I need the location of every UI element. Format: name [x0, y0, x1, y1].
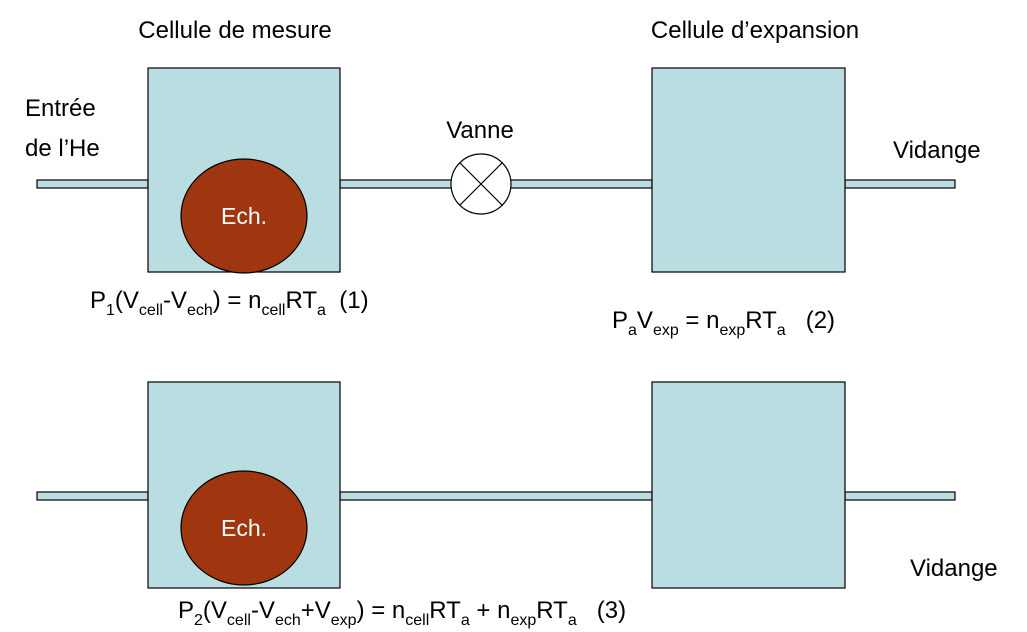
sample-label: Ech.: [221, 203, 267, 229]
subscript: exp: [331, 612, 357, 629]
equation-text: -V: [251, 597, 275, 624]
subscript: a: [568, 612, 577, 629]
equation: P2(Vcell-Vech+Vexp) = ncellRTa + nexpRTa…: [178, 597, 626, 629]
subscript: ech: [187, 302, 213, 319]
valve-label: Vanne: [446, 117, 514, 144]
equation-text: -V: [163, 287, 187, 314]
valve: [450, 153, 512, 215]
subscript: cell: [139, 302, 163, 319]
equation-text: ) = n: [213, 287, 262, 314]
pipe: [844, 179, 956, 189]
inlet-label: Entrée: [25, 95, 96, 122]
expansion-cell-title: Cellule d’expansion: [651, 17, 859, 44]
equation-text: (V: [115, 287, 139, 314]
subscript: exp: [510, 612, 536, 629]
drain-label: Vidange: [910, 555, 998, 582]
equation-text: RT: [429, 597, 461, 624]
equation-text: (2): [786, 307, 835, 334]
equation: PaVexp = nexpRTa (2): [612, 307, 835, 339]
equation-text: RT: [536, 597, 568, 624]
subscript: cell: [227, 612, 251, 629]
pipe: [36, 491, 149, 501]
equation-text: +V: [301, 597, 331, 624]
subscript: a: [461, 612, 470, 629]
equation-text: V: [637, 307, 653, 334]
inlet-label: de l’He: [25, 135, 100, 162]
equation-text: RT: [745, 307, 777, 334]
equation-text: P: [612, 307, 628, 334]
subscript: exp: [653, 322, 679, 339]
sample-label: Ech.: [221, 515, 267, 541]
expansion-cell: [651, 67, 846, 273]
equation-text: (1): [326, 287, 369, 314]
equation-text: (3): [577, 597, 626, 624]
subscript: exp: [719, 322, 745, 339]
pipe: [339, 491, 653, 501]
subscript: a: [777, 322, 786, 339]
pipe: [844, 491, 956, 501]
equation-text: ) = n: [357, 597, 406, 624]
equation-text: (V: [203, 597, 227, 624]
equation-text: + n: [470, 597, 511, 624]
equation-text: RT: [285, 287, 317, 314]
subscript: cell: [261, 302, 285, 319]
sample: [180, 470, 308, 586]
drain-label: Vidange: [893, 137, 981, 164]
subscript: ech: [275, 612, 301, 629]
equation: P1(Vcell-Vech) = ncellRTa (1): [90, 287, 369, 319]
pipe: [36, 179, 149, 189]
sample: [180, 158, 308, 274]
subscript: a: [628, 322, 637, 339]
subscript: cell: [405, 612, 429, 629]
subscript: a: [317, 302, 326, 319]
equation-text: = n: [679, 307, 720, 334]
subscript: 1: [106, 302, 115, 319]
equation-text: P: [90, 287, 106, 314]
expansion-cell: [651, 381, 846, 589]
measure-cell-title: Cellule de mesure: [138, 17, 331, 44]
equation-text: P: [178, 597, 194, 624]
subscript: 2: [194, 612, 203, 629]
